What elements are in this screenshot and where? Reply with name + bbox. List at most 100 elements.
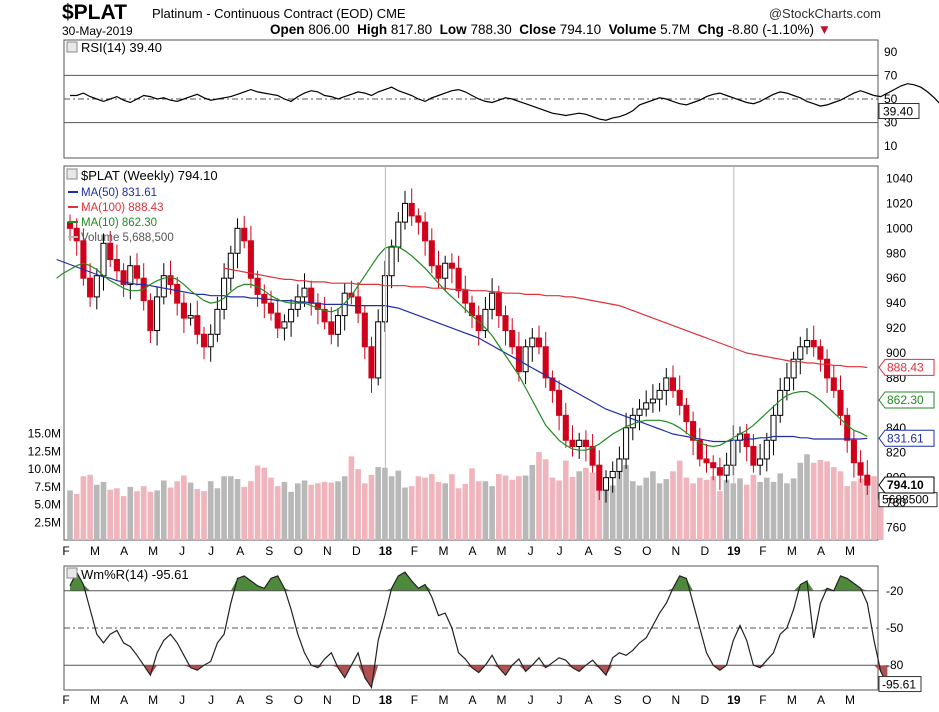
rsi-tick-label: 30 [884, 116, 898, 130]
price-value-tag [878, 476, 935, 494]
candle-body [690, 421, 697, 441]
rsi-value-tag [878, 103, 920, 120]
candle-body [361, 312, 368, 348]
price-tick-label: 980 [886, 246, 906, 260]
williams-tick-label: -20 [886, 584, 904, 598]
volume-bar [683, 477, 690, 540]
x-tick-label-bottom: A [120, 693, 128, 707]
candle-body [803, 340, 811, 348]
candle-body [596, 464, 603, 491]
legend-label: MA(10) 862.30 [81, 217, 157, 229]
volume-bar [576, 471, 583, 540]
candle-body [810, 340, 817, 348]
volume-bar [87, 474, 93, 540]
williams-tick-label: -80 [886, 658, 904, 672]
candle-body [683, 404, 690, 423]
volume-bar [181, 475, 187, 540]
price-value-label: 862.30 [887, 393, 924, 407]
low-label: Low [439, 22, 467, 37]
legend-label: MA(100) 888.43 [81, 202, 163, 214]
volume-bar [160, 480, 167, 540]
candle-body [127, 265, 134, 285]
volume-bar [254, 465, 261, 540]
williams-value-tag [878, 676, 922, 693]
volume-bar [750, 474, 757, 540]
x-tick-label: N [323, 544, 332, 558]
candle-body [334, 315, 342, 335]
candle-body [669, 377, 677, 391]
price-tick-label: 1000 [886, 221, 913, 235]
x-tick-label-bottom: J [557, 693, 563, 707]
volume-bar [810, 462, 817, 540]
price-tick-label: 820 [886, 446, 906, 460]
volume-tick-label: 2.5M [34, 515, 61, 529]
candle-body [442, 262, 449, 279]
volume-bar [643, 477, 650, 540]
volume-bar [723, 479, 730, 540]
candle-body [797, 346, 804, 360]
x-tick-label-bottom: A [236, 693, 244, 707]
volume-bar [877, 499, 884, 540]
volume-bar [281, 481, 288, 540]
candle-body [656, 389, 663, 400]
volume-bar [268, 477, 274, 540]
candle-body [234, 227, 241, 254]
candle-body [120, 270, 127, 285]
rsi-tick-label: 50 [884, 92, 898, 106]
x-tick-label: M [845, 544, 855, 558]
candle-body [274, 312, 281, 329]
volume-bar [737, 478, 743, 540]
x-tick-label: J [557, 544, 563, 558]
candle-body [824, 358, 831, 379]
price-value-tag [878, 429, 935, 447]
volume-bar [67, 490, 73, 540]
volume-bar [844, 486, 851, 540]
candle-body [589, 446, 596, 466]
x-tick-label-bottom: F [759, 693, 766, 707]
volume-bar [710, 476, 717, 540]
low-value: 788.30 [470, 22, 512, 37]
candle-body [395, 221, 402, 248]
quote-summary: Open 806.00 High 817.80 Low 788.30 Close… [270, 22, 831, 37]
volume-bar [824, 461, 830, 540]
candle-body [482, 308, 489, 332]
x-tick-label: J [528, 544, 534, 558]
open-value: 806.00 [308, 22, 350, 37]
candle-body [757, 458, 764, 466]
volume-bar [194, 488, 201, 540]
quote-date: 30-May-2019 [62, 24, 133, 38]
volume-bar [134, 491, 140, 540]
x-tick-label-bottom: S [614, 693, 622, 707]
price-value-tag [878, 391, 935, 409]
volume-bar [663, 479, 670, 540]
x-tick-label: A [817, 544, 825, 558]
x-tick-label-bottom: M [438, 693, 448, 707]
volume-bar [629, 481, 636, 540]
candle-body [247, 240, 254, 279]
volume-bar [542, 459, 549, 540]
volume-bar [388, 476, 395, 540]
x-tick-label: D [700, 544, 709, 558]
volume-bar [227, 476, 234, 540]
x-tick-label-bottom: M [845, 693, 855, 707]
williams-value-label: -95.61 [882, 678, 916, 692]
volume-bar [650, 471, 656, 540]
candle-body [455, 267, 462, 292]
candle-body [489, 292, 496, 310]
x-tick-label-bottom: N [671, 693, 680, 707]
x-tick-label-bottom: M [90, 693, 100, 707]
volume-tick-label: 7.5M [34, 480, 61, 494]
candle-body [609, 470, 616, 479]
volume-value-label: 5688500 [882, 493, 929, 507]
volume-bar [167, 487, 174, 540]
candle-body [408, 202, 415, 217]
volume-bar [402, 487, 408, 540]
candle-body [743, 433, 750, 447]
volume-bar [837, 471, 844, 540]
x-tick-label: M [438, 544, 448, 558]
candle-body [422, 221, 429, 242]
x-tick-label: N [671, 544, 680, 558]
volume-bar [516, 476, 522, 540]
x-tick-label: S [614, 544, 622, 558]
candle-body [448, 262, 455, 269]
